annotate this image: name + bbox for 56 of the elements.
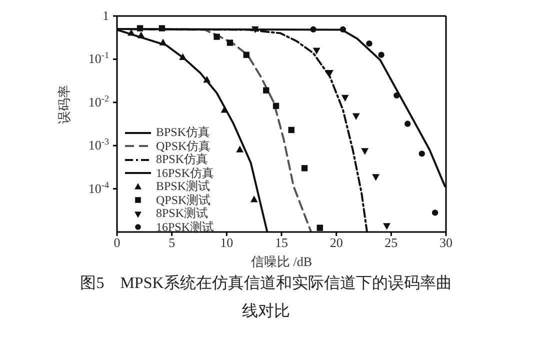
point	[288, 126, 294, 134]
point	[378, 52, 384, 58]
point	[326, 70, 334, 76]
point	[313, 48, 320, 54]
point	[128, 30, 135, 36]
legend-label: QPSK仿真	[156, 138, 211, 153]
y-tick-label: 10$^{-4}$	[88, 180, 110, 196]
point	[383, 223, 390, 230]
y-tick-label: 10$^{-1}$	[88, 50, 109, 66]
point	[226, 40, 234, 46]
point	[340, 26, 346, 32]
point	[250, 196, 258, 202]
point	[243, 52, 250, 58]
x-tick-label: 10	[220, 235, 234, 250]
x-tick-label: 20	[330, 235, 343, 250]
legend-label: 8PSK测试	[156, 206, 208, 220]
x-tick-label: 0	[114, 235, 120, 250]
legend-label: BPSK仿真	[156, 125, 210, 140]
legend-label: QPSK测试	[156, 192, 211, 207]
point	[204, 76, 210, 83]
point	[342, 94, 348, 102]
x-tick-label: 5	[168, 235, 176, 250]
y-tick-label: 10$^{-3}$	[88, 136, 110, 153]
point	[432, 210, 438, 216]
point	[214, 34, 220, 40]
point	[179, 54, 186, 60]
point	[263, 87, 270, 94]
point	[138, 32, 144, 38]
text: 图5 MPSK系统在仿真信道和实际信道下的误码率曲线对比	[80, 274, 452, 322]
point	[272, 102, 280, 109]
x-axis-title: 信噪比 /dB	[250, 254, 312, 269]
point	[252, 26, 259, 33]
point	[394, 92, 400, 99]
y-tick-label: 1	[102, 8, 109, 23]
legend-label: 8PSK仿真	[156, 152, 208, 166]
point	[366, 40, 372, 47]
y-axis-title: 误码率	[56, 85, 72, 124]
x-tick-label: 15	[275, 235, 288, 250]
point	[372, 174, 380, 180]
point	[160, 39, 166, 46]
point	[301, 165, 308, 172]
legend-label: 16PSK仿真	[156, 166, 214, 180]
point	[352, 113, 360, 120]
point	[158, 25, 166, 32]
x-tick-label: 30	[440, 235, 452, 250]
x-tick-label: 25	[384, 235, 398, 250]
point	[361, 148, 368, 154]
point	[236, 146, 244, 152]
point	[136, 25, 144, 32]
point	[404, 120, 411, 127]
legend-label: BPSK测试	[156, 179, 210, 194]
point	[316, 224, 323, 231]
point	[310, 26, 316, 32]
legend-label: 16PSK测试	[156, 220, 214, 234]
y-tick-label: 10$^{-2}$	[88, 93, 110, 110]
point	[418, 150, 425, 157]
